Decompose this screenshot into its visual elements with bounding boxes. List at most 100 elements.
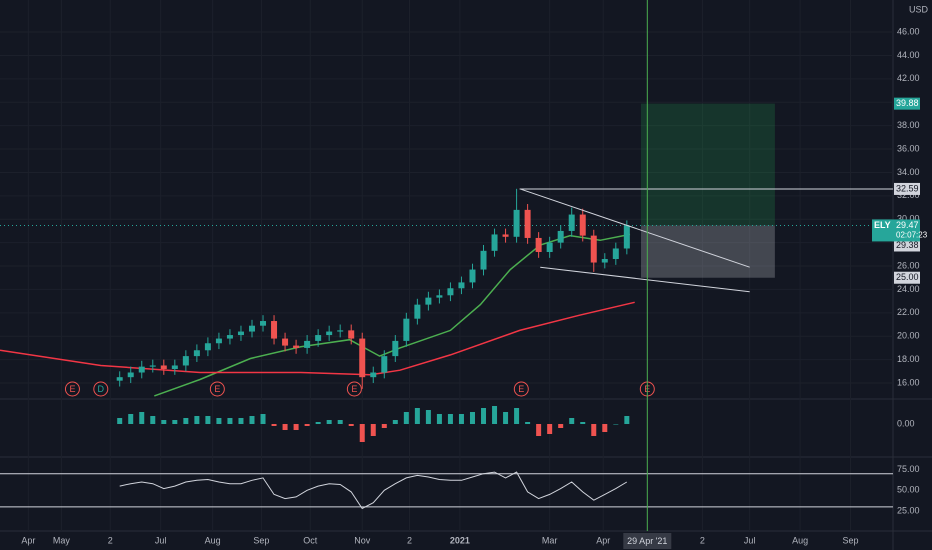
x-tick-label: Jul	[744, 535, 756, 545]
macd-bar	[161, 420, 167, 424]
candle-body	[403, 318, 410, 341]
macd-bar	[547, 424, 553, 434]
macd-bar	[514, 408, 520, 424]
y-tick-label: 30.00	[897, 214, 920, 224]
candle-body	[182, 356, 189, 366]
trend-line	[519, 188, 750, 268]
candle-body	[359, 338, 366, 378]
candle-body	[458, 282, 465, 289]
macd-bar	[271, 424, 277, 426]
macd-bar	[447, 414, 453, 424]
macd-bar	[337, 420, 343, 424]
event-marker	[209, 381, 225, 397]
macd-bar	[315, 422, 321, 424]
candle-body	[513, 209, 520, 237]
candle-body	[612, 248, 619, 260]
x-tick-label: 2	[108, 535, 113, 545]
macd-bar	[414, 408, 420, 424]
y-tick-label: 26.00	[897, 260, 920, 270]
y-tick-label: 32.00	[897, 190, 920, 200]
candle-body	[149, 365, 156, 367]
macd-bar	[536, 424, 542, 436]
macd-bar	[569, 418, 575, 424]
currency: USD	[909, 4, 929, 14]
y-tick-label: 38.00	[897, 120, 920, 130]
candle-body	[370, 372, 377, 378]
event-label: E	[351, 384, 357, 394]
macd-bar	[403, 412, 409, 424]
candle-body	[160, 365, 167, 369]
candle-body	[381, 356, 388, 373]
candle-body	[557, 230, 564, 243]
candle-body	[215, 338, 222, 344]
y-tick-label: 24.00	[897, 284, 920, 294]
event-label: E	[518, 384, 524, 394]
macd-bar	[128, 414, 134, 424]
x-tick-label: May	[53, 535, 71, 545]
macd-bar	[348, 424, 354, 426]
macd-bar	[613, 424, 619, 425]
x-tick-label: Jul	[155, 535, 167, 545]
profit-zone	[641, 103, 775, 226]
candle-body	[623, 225, 630, 249]
last-price-bg	[872, 219, 920, 242]
y-tick-label: 18.00	[897, 354, 920, 364]
candle-body	[193, 350, 200, 357]
macd-bar	[469, 412, 475, 424]
macd-bar	[227, 418, 233, 424]
candle-body	[425, 297, 432, 305]
countdown: 02:07:23	[896, 231, 928, 240]
moving-average	[154, 233, 631, 397]
candle-body	[127, 372, 134, 378]
macd-bar	[392, 420, 398, 424]
candle-body	[502, 234, 509, 237]
macd-bar	[436, 414, 442, 424]
candle-body	[138, 366, 145, 373]
candle-body	[601, 259, 608, 263]
candle-body	[315, 335, 322, 341]
candle-body	[226, 335, 233, 339]
macd-bar	[194, 416, 200, 424]
candle-body	[436, 295, 443, 298]
candle-body	[237, 331, 244, 336]
candle-body	[116, 377, 123, 381]
x-tick-label: Mar	[542, 535, 558, 545]
candle-body	[524, 209, 531, 238]
macd-bar	[525, 422, 531, 424]
price-label: 25.00	[896, 272, 919, 282]
macd-bar	[481, 408, 487, 424]
macd-bar	[359, 424, 365, 442]
cursor-label-bg	[623, 533, 672, 549]
candle-body	[171, 365, 178, 369]
candle-body	[590, 235, 597, 263]
y-tick-label: 20.00	[897, 331, 920, 341]
candle-body	[282, 338, 289, 346]
x-tick-label: Aug	[792, 535, 808, 545]
price-label: 29.38	[896, 240, 919, 250]
x-tick-label: 2	[407, 535, 412, 545]
macd-bar	[558, 424, 564, 428]
y-tick-label: 44.00	[897, 50, 920, 60]
candle-body	[293, 345, 300, 348]
x-tick-label: Aug	[205, 535, 221, 545]
x-tick-label: Nov	[354, 535, 371, 545]
y-tick-label: 0.00	[897, 418, 915, 428]
candle-body	[260, 321, 267, 326]
macd-bar	[117, 418, 123, 424]
macd-bar	[602, 424, 608, 432]
y-tick-label: 22.00	[897, 307, 920, 317]
event-marker	[346, 381, 362, 397]
last-price: 29.47	[896, 220, 919, 230]
event-marker	[93, 381, 109, 397]
event-marker	[64, 381, 80, 397]
candle-body	[248, 325, 255, 332]
event-marker	[513, 381, 529, 397]
candle-body	[579, 214, 586, 236]
price-label-bg	[894, 182, 920, 195]
candle-body	[535, 237, 542, 252]
y-tick-label: 75.00	[897, 464, 920, 474]
y-tick-label: 25.00	[897, 505, 920, 515]
